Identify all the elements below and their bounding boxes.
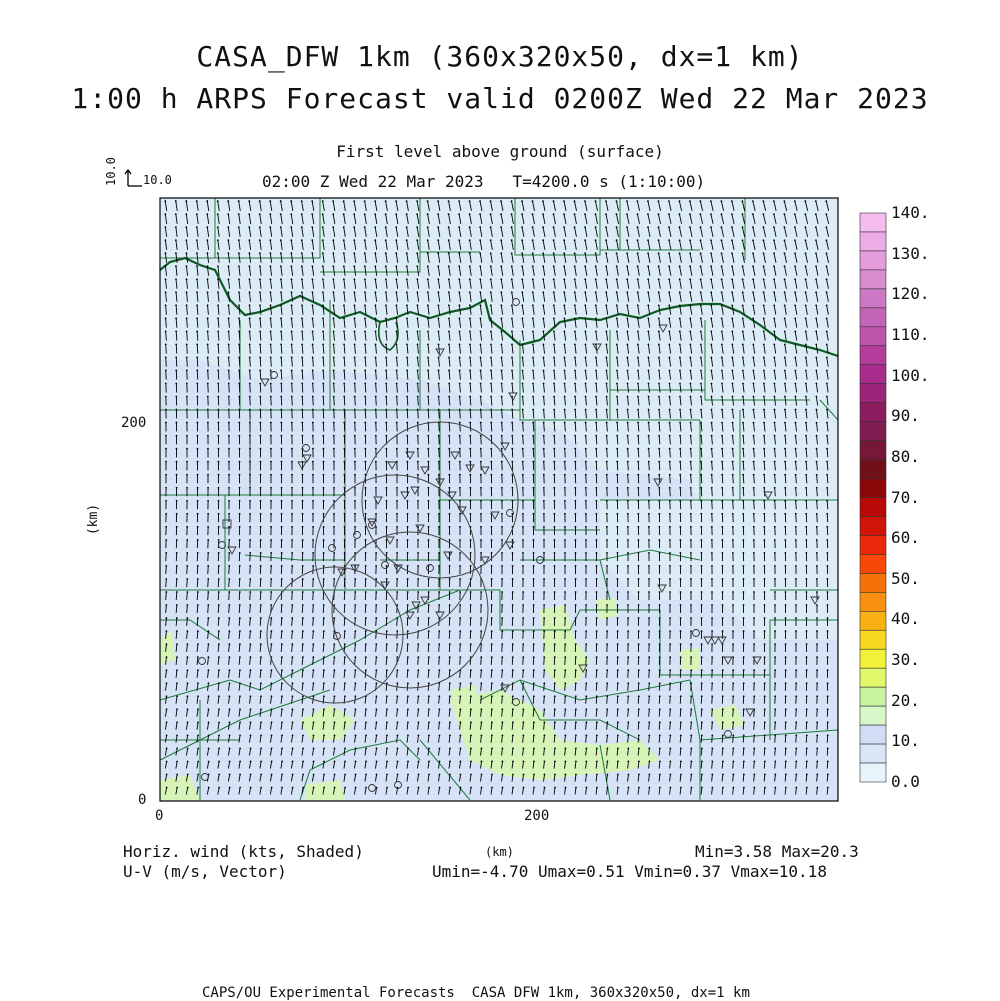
footer-vector-label: U-V (m/s, Vector) xyxy=(123,862,287,881)
colorbar-swatch xyxy=(860,460,886,479)
colorbar-swatch xyxy=(860,232,886,251)
footer-credit: CAPS/OU Experimental Forecasts CASA DFW … xyxy=(202,985,750,1001)
colorbar-swatch xyxy=(860,573,886,592)
colorbar-swatch xyxy=(860,763,886,782)
colorbar-label: 90. xyxy=(891,406,920,425)
colorbar-swatch xyxy=(860,535,886,554)
colorbar-swatch xyxy=(860,308,886,327)
colorbar-label: 140. xyxy=(891,203,930,222)
colorbar-swatch xyxy=(860,649,886,668)
footer-minmax: Min=3.58 Max=20.3 xyxy=(695,842,859,861)
colorbar-swatch xyxy=(860,592,886,611)
footer-uv-range: Umin=-4.70 Umax=0.51 Vmin=0.37 Vmax=10.1… xyxy=(432,862,827,881)
colorbar-swatch xyxy=(860,289,886,308)
colorbar-swatch xyxy=(860,668,886,687)
colorbar-swatch xyxy=(860,346,886,365)
y-tick-200: 200 xyxy=(121,415,146,431)
colorbar-swatch xyxy=(860,554,886,573)
colorbar-label: 120. xyxy=(891,284,930,303)
colorbar-label: 70. xyxy=(891,488,920,507)
colorbar-swatch xyxy=(860,403,886,422)
y-axis-unit: (km) xyxy=(86,504,101,535)
x-axis-unit: (km) xyxy=(485,845,514,859)
colorbar-label: 30. xyxy=(891,650,920,669)
colorbar-swatch xyxy=(860,251,886,270)
colorbar-swatch xyxy=(860,441,886,460)
colorbar-swatch xyxy=(860,611,886,630)
colorbar-swatch xyxy=(860,213,886,232)
strong-wind-patch xyxy=(680,648,700,670)
x-tick-200: 200 xyxy=(524,808,549,824)
colorbar-swatch xyxy=(860,327,886,346)
colorbar-swatch xyxy=(860,687,886,706)
colorbar-label: 60. xyxy=(891,528,920,547)
colorbar-swatch xyxy=(860,498,886,517)
colorbar-swatch xyxy=(860,516,886,535)
colorbar-label: 100. xyxy=(891,366,930,385)
colorbar-swatch xyxy=(860,422,886,441)
colorbar-swatch xyxy=(860,725,886,744)
colorbar-label: 10. xyxy=(891,731,920,750)
colorbar-label: 80. xyxy=(891,447,920,466)
colorbar-swatch xyxy=(860,706,886,725)
colorbar-label: 0.0 xyxy=(891,772,920,791)
colorbar-swatch xyxy=(860,270,886,289)
colorbar-label: 50. xyxy=(891,569,920,588)
colorbar-swatch xyxy=(860,384,886,403)
colorbar-swatch xyxy=(860,744,886,763)
colorbar-label: 20. xyxy=(891,691,920,710)
colorbar-label: 130. xyxy=(891,244,930,263)
colorbar-swatch xyxy=(860,479,886,498)
reference-vector-icon xyxy=(125,170,142,186)
x-tick-0: 0 xyxy=(155,808,163,824)
y-tick-0: 0 xyxy=(138,792,146,808)
colorbar-label: 40. xyxy=(891,609,920,628)
colorbar-label: 110. xyxy=(891,325,930,344)
footer-shaded-label: Horiz. wind (kts, Shaded) xyxy=(123,842,364,861)
colorbar-swatch xyxy=(860,630,886,649)
colorbar-swatch xyxy=(860,365,886,384)
